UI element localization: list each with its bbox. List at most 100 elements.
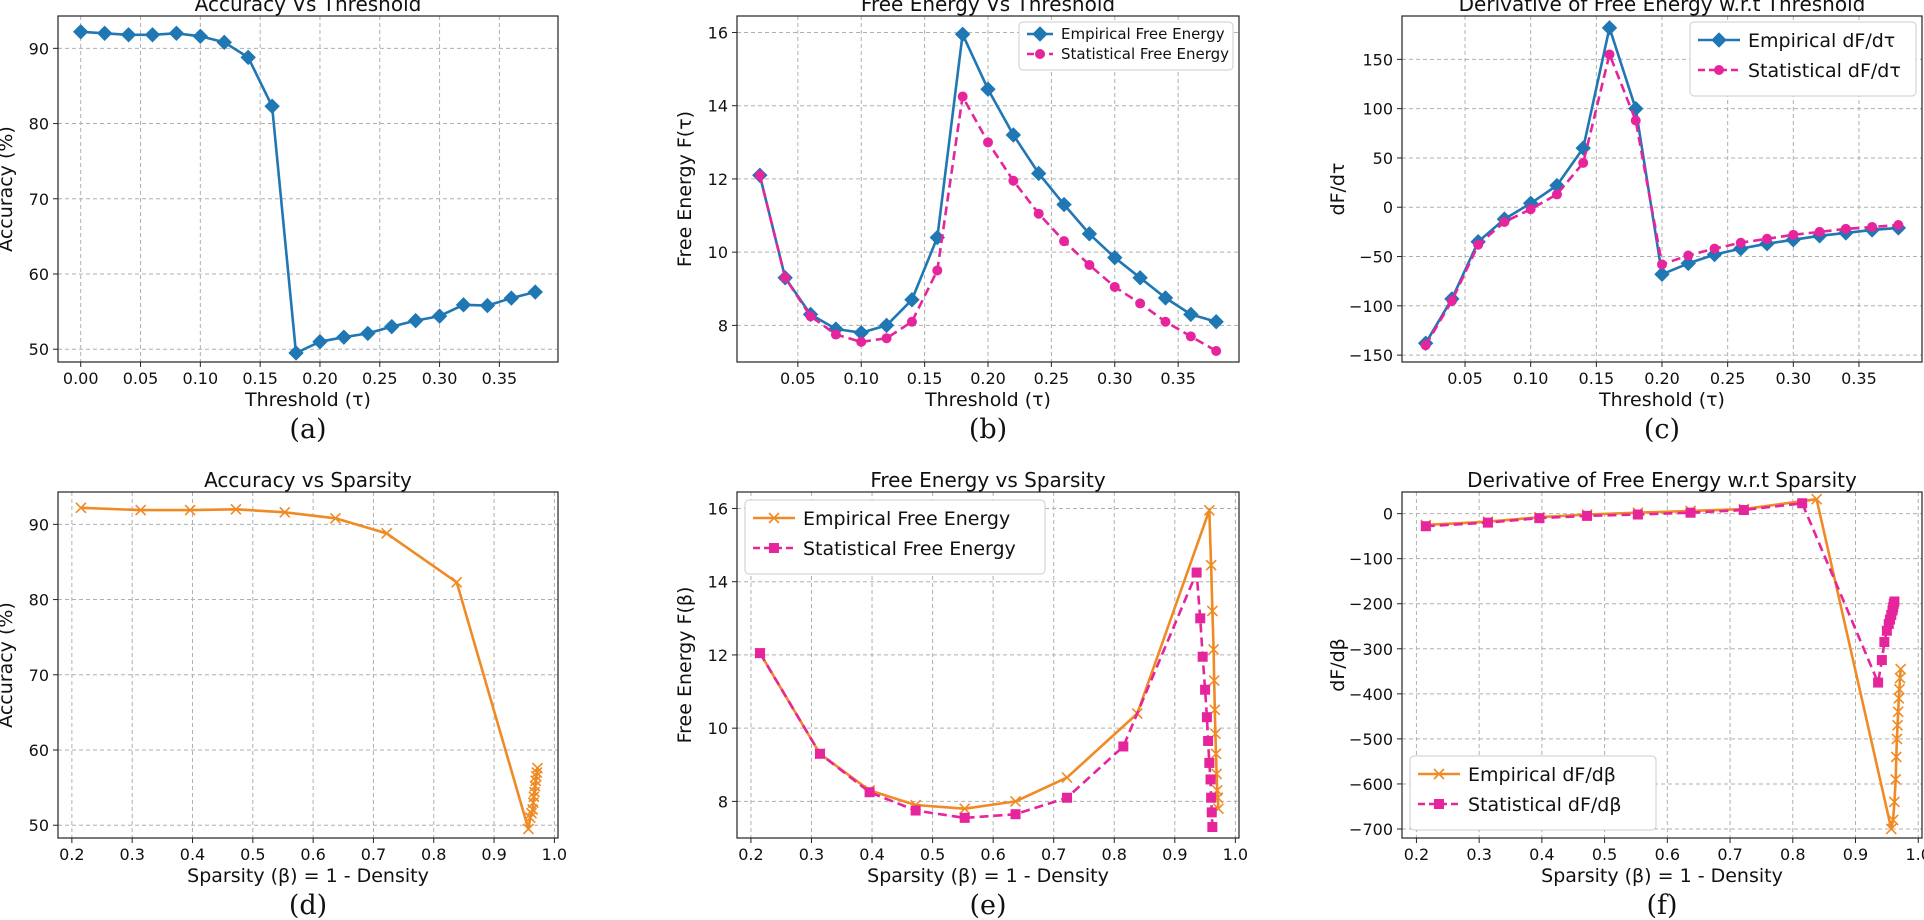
data-point (1685, 507, 1696, 518)
legend: Empirical Free Energy Statistical Free En… (744, 499, 1046, 575)
data-point (264, 98, 280, 114)
series-line (758, 509, 1220, 810)
data-point (1185, 331, 1196, 342)
subplot-a: 0.00 0.05 0.10 0.15 0.20 0.25 0.30 0.35 50 60 70 80… (0, 0, 559, 445)
x-tick-label: 1.0 (542, 845, 567, 864)
x-tick-label: 0.7 (361, 845, 386, 864)
data-point (1118, 741, 1129, 752)
data-point (381, 527, 393, 539)
x-tick-label: 0.9 (1162, 845, 1187, 864)
y-tick-label: 70 (29, 666, 49, 685)
data-point (479, 297, 496, 314)
series-line (758, 571, 1214, 828)
data-point (1680, 255, 1696, 272)
subplot-b: 0.05 0.10 0.15 0.20 0.25 0.30 0.35 8 10 12 14 16 Fre… (674, 0, 1240, 445)
subplot-d: 0.2 0.3 0.4 0.5 0.6 0.7 0.8 0.9 1.0 50 60 70 80 90 Acc… (0, 468, 567, 920)
y-tick-label: 12 (708, 170, 728, 189)
subplot-f: 0.2 0.3 0.4 0.5 0.6 0.7 0.8 0.9 1.0 −700 −600 −500 −… (1327, 468, 1924, 920)
data-point (279, 506, 291, 518)
data-point (1107, 249, 1123, 266)
legend-swatch-marker (1434, 799, 1444, 809)
y-tick-label: 50 (29, 340, 49, 359)
data-point (1797, 498, 1808, 509)
data-point (1205, 559, 1217, 571)
y-tick-label: −700 (1349, 820, 1393, 839)
data-point (525, 807, 538, 819)
y-tick-label: −200 (1349, 595, 1393, 614)
data-point (1009, 795, 1022, 807)
x-axis-label: Sparsity (β) = 1 - Density (867, 865, 1109, 887)
data-point (1873, 677, 1884, 688)
data-point (954, 26, 971, 43)
data-point (120, 27, 137, 43)
data-point (527, 284, 543, 300)
data-point (1890, 751, 1902, 763)
data-point (1191, 567, 1202, 578)
series-1 (1420, 49, 1904, 351)
data-point (1059, 236, 1070, 247)
data-point (1061, 772, 1073, 784)
data-point (983, 137, 993, 148)
series-line (1425, 497, 1902, 831)
x-tick-label: 0.8 (1780, 845, 1805, 864)
subfigure-caption: (c) (1644, 414, 1680, 445)
x-tick-label: 0.7 (1717, 845, 1742, 864)
data-point (910, 805, 921, 816)
x-tick-label: 0.20 (302, 369, 338, 388)
y-axis-label: dF/dβ (1327, 638, 1349, 692)
data-point (1578, 157, 1589, 168)
y-tick-label: 80 (29, 115, 49, 134)
data-point (830, 329, 841, 340)
data-point (1062, 792, 1073, 803)
x-tick-label: 0.4 (180, 845, 205, 864)
subplot-e: 0.2 0.3 0.4 0.5 0.6 0.7 0.8 0.9 1.0 8 10 12 14 16 Free… (674, 468, 1248, 920)
data-point (1207, 822, 1218, 833)
data-point (959, 803, 971, 815)
data-point (1197, 651, 1208, 662)
y-tick-label: 60 (29, 265, 49, 284)
subfigure-caption: (a) (289, 414, 326, 445)
data-point (1885, 823, 1897, 835)
data-point (1208, 643, 1220, 656)
y-tick-label: −100 (1349, 550, 1393, 569)
data-point (1473, 239, 1484, 250)
legend-label: Empirical Free Energy (1061, 25, 1225, 43)
data-point (531, 762, 544, 774)
legend-box (744, 499, 1046, 575)
x-tick-label: 0.7 (1041, 845, 1066, 864)
legend-label: Statistical dF/dτ (1748, 60, 1901, 82)
legend-label: Statistical Free Energy (803, 538, 1016, 560)
y-axis-label: Accuracy (%) (0, 126, 17, 252)
data-point (312, 333, 328, 350)
data-point (1204, 757, 1215, 768)
data-point (814, 748, 825, 759)
data-point (230, 503, 242, 515)
subfigure-caption: (b) (969, 414, 1007, 445)
x-tick-label: 0.00 (63, 369, 99, 388)
data-point (336, 329, 352, 345)
x-tick-label: 0.3 (799, 845, 824, 864)
legend-swatch-marker (1714, 65, 1724, 75)
data-point (1211, 346, 1222, 357)
data-point (1894, 672, 1906, 684)
data-point (1135, 298, 1146, 309)
data-point (755, 648, 766, 659)
x-tick-label: 0.30 (1097, 369, 1133, 388)
y-tick-label: 10 (708, 719, 728, 738)
data-point (1601, 20, 1618, 36)
plot-frame (57, 15, 559, 363)
data-point (1033, 208, 1044, 219)
x-tick-label: 0.35 (482, 369, 518, 388)
legend: Empirical Free Energy Statistical Free En… (1018, 21, 1234, 71)
series-1 (754, 91, 1222, 357)
y-tick-label: 14 (708, 573, 728, 592)
data-point (980, 81, 996, 97)
data-point (1499, 217, 1510, 228)
x-tick-label: 0.05 (123, 369, 159, 388)
data-point (144, 27, 161, 43)
x-axis-label: Threshold (τ) (1598, 389, 1725, 411)
y-tick-label: 150 (1362, 50, 1393, 69)
data-point (1881, 625, 1892, 636)
y-tick-label: 8 (718, 792, 728, 811)
